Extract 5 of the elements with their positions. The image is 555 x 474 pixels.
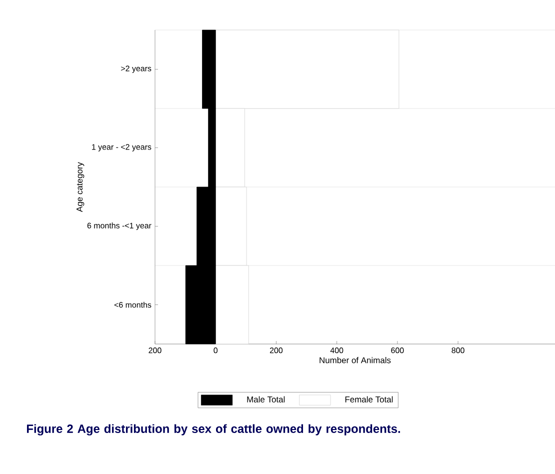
x-axis-title: Number of Animals bbox=[320, 357, 391, 364]
legend-label: Male Total bbox=[247, 396, 285, 402]
text: Figure 2 Age distribution by sex of cattle owned by respondents. bbox=[26, 424, 400, 436]
y-axis-title: Age category bbox=[76, 162, 84, 212]
legend-label: Female Total bbox=[345, 396, 393, 402]
